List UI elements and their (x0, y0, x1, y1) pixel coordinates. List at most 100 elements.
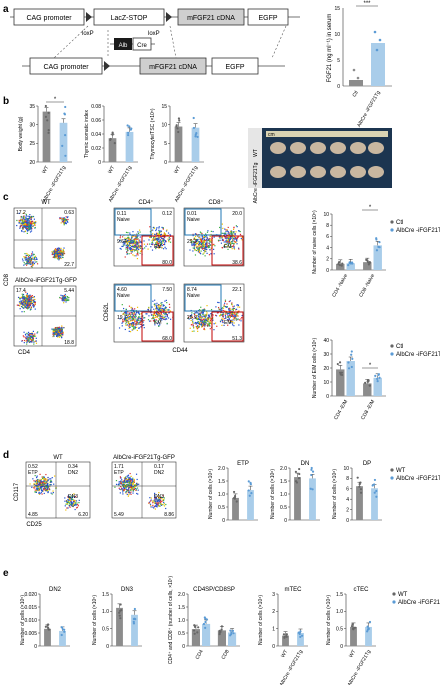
flow-event (46, 488, 48, 491)
flow-event (132, 245, 134, 248)
flow-event (200, 322, 202, 324)
flow-event (125, 484, 127, 486)
flow-event (195, 318, 198, 320)
flow-event (218, 301, 220, 304)
flow-event (126, 241, 129, 243)
flow-event (157, 314, 159, 316)
flow-event (22, 305, 24, 307)
flow-event (232, 228, 235, 231)
flow-event (26, 254, 28, 257)
flow-event (206, 252, 208, 254)
flow-event (169, 310, 171, 312)
flow-event (134, 320, 136, 322)
flow-event (34, 491, 36, 493)
flow-event (70, 497, 72, 500)
flow-event (165, 234, 167, 236)
flow-event (203, 315, 205, 317)
flow-event (23, 220, 25, 222)
flow-event (132, 310, 135, 313)
flow-event (201, 240, 203, 242)
flow-event (24, 259, 26, 261)
flow-event (71, 503, 73, 505)
flow-event (198, 236, 200, 239)
flow-event (212, 319, 214, 321)
flow-event (29, 217, 31, 219)
flow-event (31, 223, 33, 225)
flow-event (119, 237, 121, 239)
flow-event (53, 257, 56, 259)
flow-event (227, 240, 229, 243)
flow-event (41, 485, 43, 487)
flow-event (191, 314, 193, 316)
flow-event (125, 238, 128, 240)
flow-event (157, 245, 159, 247)
flow-event (131, 329, 133, 331)
flow-event (32, 339, 34, 341)
flow-event (133, 314, 135, 316)
flow-event (155, 313, 158, 315)
flow-event (213, 329, 215, 331)
y-axis-label: Number of cells (×10⁵) (20, 595, 26, 645)
flow-event (24, 305, 26, 307)
flow-event (67, 218, 69, 221)
flow-event (44, 482, 46, 485)
flow-event (138, 323, 140, 325)
flow-event (47, 479, 49, 481)
flow-event (126, 253, 128, 255)
flow-event (54, 475, 56, 477)
quadrant-value: 1.71 (114, 464, 124, 470)
em-gate-label: EM (154, 320, 162, 326)
flow-event (199, 236, 201, 238)
data-point (350, 353, 353, 356)
flow-event (57, 329, 60, 331)
data-point (220, 625, 224, 628)
flow-event (157, 233, 159, 236)
flow-event (204, 248, 206, 250)
flow-event (28, 341, 30, 343)
egfp-box-top (247, 8, 289, 26)
data-point (310, 466, 313, 470)
flow-event (25, 257, 27, 259)
flow-event (152, 504, 154, 507)
flow-event (140, 250, 142, 252)
flow-event (162, 504, 164, 506)
flow-event (125, 323, 127, 325)
flow-event (194, 233, 197, 235)
flow-event (70, 499, 72, 502)
quadrant-value: 4.85 (28, 512, 38, 518)
flow-event (199, 244, 201, 246)
flow-event (152, 244, 154, 246)
flow-event (131, 307, 133, 309)
flow-event (129, 331, 132, 333)
flow-event (129, 480, 131, 483)
flow-event (226, 229, 228, 231)
data-point (44, 115, 48, 118)
flow-event (166, 316, 168, 318)
flow-event (136, 478, 138, 481)
flow-event (162, 238, 164, 240)
flow-event (235, 231, 237, 233)
flow-event (143, 243, 146, 245)
flow-event (154, 502, 156, 505)
flow-event (201, 235, 203, 237)
flow-event (195, 233, 198, 235)
flow-event (128, 253, 130, 255)
flow-event (119, 481, 121, 483)
flow-event (194, 313, 196, 315)
flow-event (233, 246, 235, 248)
flow-event (160, 312, 162, 314)
flow-event (135, 483, 137, 486)
flow-event (25, 305, 27, 307)
gate-value: 0.12 (162, 211, 172, 217)
flow-event (40, 488, 42, 490)
flow-event (189, 249, 191, 251)
flow-event (155, 244, 158, 247)
flow-event (227, 313, 229, 315)
flow-event (64, 218, 66, 221)
flow-event (231, 248, 233, 250)
data-point (133, 607, 136, 611)
flow-event (159, 230, 162, 232)
flow-event (129, 314, 131, 316)
flow-event (156, 238, 159, 240)
